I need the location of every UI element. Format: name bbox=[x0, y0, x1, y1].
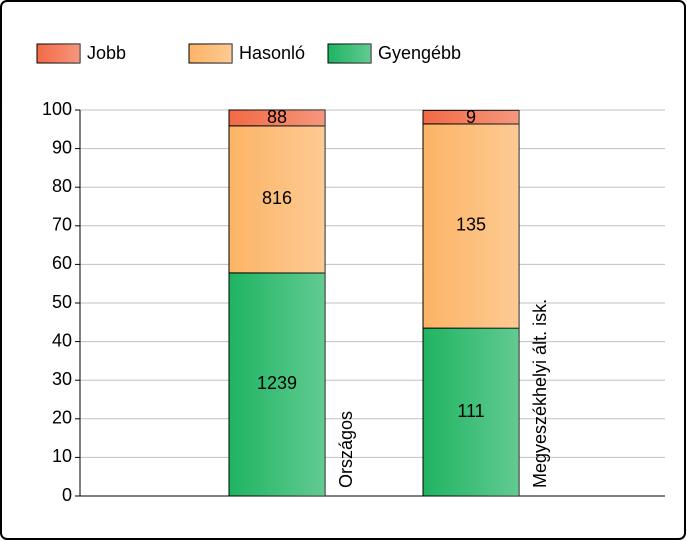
y-tick-label: 30 bbox=[52, 369, 72, 389]
legend-label: Hasonló bbox=[239, 43, 305, 63]
bar-shine bbox=[229, 110, 325, 126]
y-tick-label: 60 bbox=[52, 253, 72, 273]
y-tick-label: 20 bbox=[52, 408, 72, 428]
y-tick-label: 50 bbox=[52, 292, 72, 312]
segment-count-label: 88 bbox=[267, 107, 287, 127]
segment-count-label: 111 bbox=[457, 401, 484, 421]
legend-swatch-shine bbox=[189, 44, 232, 63]
y-tick-label: 70 bbox=[52, 215, 72, 235]
segment-count-label: 9 bbox=[466, 107, 476, 127]
y-tick-label: 90 bbox=[52, 137, 72, 157]
legend-swatch-shine bbox=[328, 44, 371, 63]
category-label: Megyeszékhelyi ált. isk. bbox=[530, 299, 550, 488]
bar-shine bbox=[229, 272, 325, 496]
y-tick-label: 80 bbox=[52, 176, 72, 196]
legend-label: Jobb bbox=[87, 43, 126, 63]
bar-shine bbox=[229, 125, 325, 273]
legend-swatch-shine bbox=[37, 44, 80, 63]
y-tick-label: 40 bbox=[52, 330, 72, 350]
y-tick-label: 0 bbox=[62, 485, 72, 505]
segment-count-label: 1239 bbox=[257, 373, 297, 393]
bar-shine bbox=[423, 123, 519, 329]
category-label: Országos bbox=[336, 411, 356, 488]
segment-count-label: 816 bbox=[262, 188, 292, 208]
bar-shine bbox=[423, 328, 519, 496]
y-tick-label: 10 bbox=[52, 446, 72, 466]
bar-shine bbox=[423, 110, 519, 124]
segment-count-label: 135 bbox=[456, 215, 486, 235]
y-tick-label: 100 bbox=[42, 99, 72, 119]
legend-label: Gyengébb bbox=[378, 43, 461, 63]
